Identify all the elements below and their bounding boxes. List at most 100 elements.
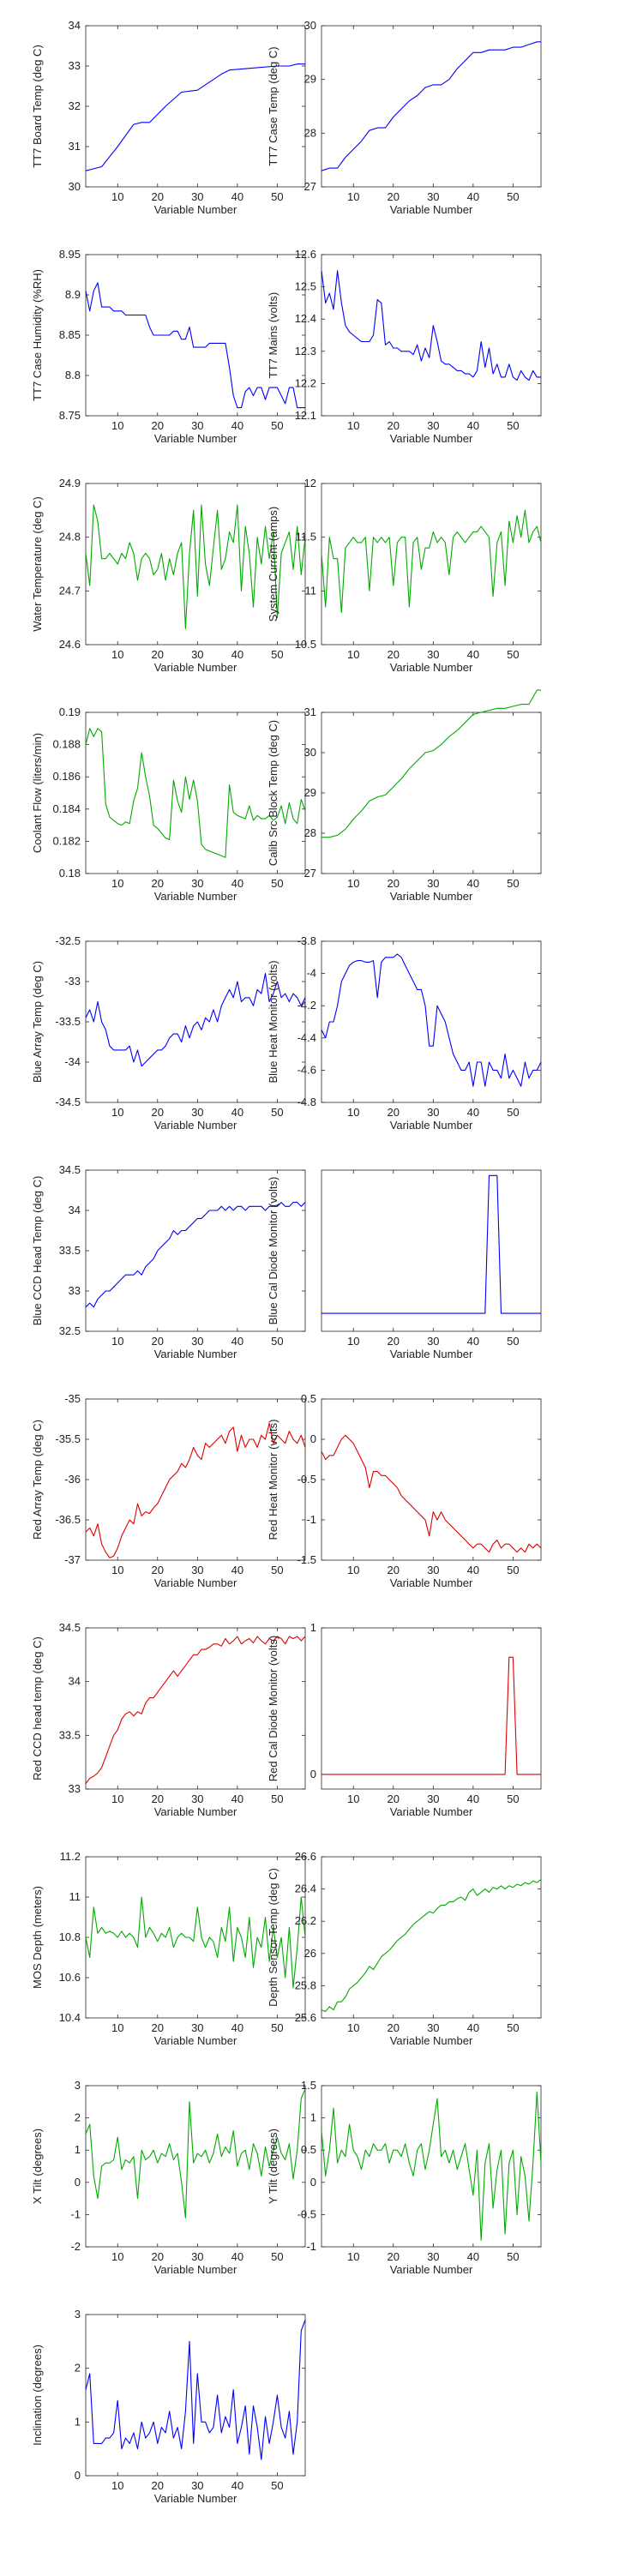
series-line xyxy=(321,509,542,613)
x-tick-label: 30 xyxy=(191,190,203,203)
chart-panel: -1.5 -1 -0.5 0 0.5 10 20 30 40 50 Variable Number R… xyxy=(267,1392,542,1589)
x-tick-label: 40 xyxy=(231,1564,243,1576)
x-tick-label: 30 xyxy=(427,1564,439,1576)
x-tick-label: 40 xyxy=(467,1106,479,1119)
y-tick-label: -0.5 xyxy=(297,2207,316,2220)
x-axis-label: Variable Number xyxy=(154,2034,237,2047)
x-tick-label: 50 xyxy=(507,877,519,890)
y-tick-label: -4.4 xyxy=(297,1031,316,1044)
y-tick-label: -33 xyxy=(64,975,81,988)
series-line xyxy=(85,1202,306,1308)
y-axis-label: Depth Sensor Temp (deg C) xyxy=(267,1868,279,2007)
x-tick-label: 50 xyxy=(507,190,519,203)
chart-panel: 12.1 12.2 12.3 12.4 12.5 12.6 10 20 30 40 50 Variab… xyxy=(267,248,542,445)
series-line xyxy=(85,973,306,1067)
y-tick-label: 31 xyxy=(304,706,316,718)
y-tick-label: 1.5 xyxy=(301,2079,316,2092)
y-axis-label: TT7 Board Temp (deg C) xyxy=(31,45,44,168)
y-tick-label: 8.9 xyxy=(65,288,81,301)
x-tick-label: 30 xyxy=(191,2250,203,2263)
series-line xyxy=(321,2091,542,2242)
x-tick-label: 20 xyxy=(152,190,164,203)
chart-panel: -4.8 -4.6 -4.4 -4.2 -4 -3.8 10 20 30 40 50 Variable… xyxy=(267,934,542,1132)
x-tick-label: 40 xyxy=(231,648,243,661)
x-axis-label: Variable Number xyxy=(390,203,473,216)
x-tick-label: 40 xyxy=(231,1792,243,1805)
x-axis-label: Variable Number xyxy=(390,2263,473,2276)
x-tick-label: 10 xyxy=(111,2250,123,2263)
x-tick-label: 10 xyxy=(347,2021,359,2034)
y-axis-label: Blue CCD Head Temp (deg C) xyxy=(31,1176,44,1326)
y-tick-label: 0.18 xyxy=(59,867,81,880)
series-line xyxy=(85,282,305,409)
x-tick-label: 40 xyxy=(467,2250,479,2263)
x-axis-label: Variable Number xyxy=(154,1805,237,1818)
y-tick-label: 1 xyxy=(310,2111,316,2124)
x-tick-label: 40 xyxy=(467,190,479,203)
x-tick-label: 10 xyxy=(111,1106,123,1119)
y-tick-label: 0.5 xyxy=(301,1392,316,1405)
y-tick-label: 11.2 xyxy=(60,1850,81,1863)
y-tick-label: 8.75 xyxy=(59,409,81,422)
x-tick-label: 30 xyxy=(191,1792,203,1805)
y-tick-label: -1 xyxy=(70,2207,81,2220)
y-tick-label: 0 xyxy=(310,1768,316,1780)
x-tick-label: 30 xyxy=(191,419,203,432)
y-tick-label: 12.4 xyxy=(295,312,316,325)
x-tick-label: 20 xyxy=(152,419,164,432)
x-tick-label: 20 xyxy=(152,1106,164,1119)
y-tick-label: 24.7 xyxy=(59,584,81,597)
y-tick-label: 34 xyxy=(69,19,81,32)
chart-panel: 30 31 32 33 34 10 20 30 40 50 Variable Number TT7 B… xyxy=(31,19,306,216)
y-tick-label: 25.6 xyxy=(295,2011,316,2024)
x-tick-label: 30 xyxy=(427,2250,439,2263)
x-tick-label: 40 xyxy=(231,1335,243,1348)
y-tick-label: 11.5 xyxy=(296,531,316,543)
y-tick-label: -1.5 xyxy=(297,1553,316,1566)
y-tick-label: 34.5 xyxy=(59,1163,81,1176)
x-axis-label: Variable Number xyxy=(390,1576,473,1589)
x-tick-label: 10 xyxy=(111,2021,123,2034)
x-axis-label: Variable Number xyxy=(390,432,473,445)
x-tick-label: 40 xyxy=(467,2021,479,2034)
x-tick-label: 10 xyxy=(111,1792,123,1805)
x-tick-label: 40 xyxy=(231,2479,243,2492)
plot-frame xyxy=(321,254,542,417)
series-line xyxy=(322,689,541,838)
x-tick-label: 30 xyxy=(191,648,203,661)
y-tick-label: 10.8 xyxy=(59,1930,81,1943)
x-axis-label: Variable Number xyxy=(154,661,237,674)
x-tick-label: 30 xyxy=(191,2021,203,2034)
y-tick-label: 0.186 xyxy=(52,770,81,783)
y-tick-label: 12.6 xyxy=(295,248,316,261)
x-tick-label: 20 xyxy=(152,2479,164,2492)
chart-panel: -1 -0.5 0 0.5 1 1.5 10 20 30 40 50 Variable Number Y… xyxy=(267,2079,542,2276)
x-tick-label: 30 xyxy=(427,648,439,661)
x-tick-label: 50 xyxy=(271,419,283,432)
x-axis-label: Variable Number xyxy=(154,2263,237,2276)
chart-panel: 32.5 33 33.5 34 34.5 10 20 30 40 50 Variable Numbe… xyxy=(31,1163,306,1360)
y-tick-label: 29 xyxy=(304,73,316,86)
series-line xyxy=(85,63,305,171)
series-line xyxy=(85,504,306,629)
x-tick-label: 40 xyxy=(231,419,243,432)
x-tick-label: 50 xyxy=(271,877,283,890)
x-tick-label: 40 xyxy=(467,419,479,432)
x-tick-label: 20 xyxy=(152,2021,164,2034)
x-tick-label: 20 xyxy=(388,877,400,890)
x-tick-label: 30 xyxy=(191,2479,203,2492)
x-tick-label: 30 xyxy=(191,1106,203,1119)
x-tick-label: 20 xyxy=(152,1564,164,1576)
y-tick-label: 33.5 xyxy=(59,1244,81,1257)
y-axis-label: TT7 Case Humidity (%RH) xyxy=(31,269,44,401)
y-tick-label: -1 xyxy=(306,1513,316,1526)
x-tick-label: 30 xyxy=(191,1335,203,1348)
x-tick-label: 50 xyxy=(271,2479,283,2492)
chart-panel: 27 28 29 30 31 10 20 30 40 50 Variable Number Calib… xyxy=(267,689,542,903)
y-tick-label: 34 xyxy=(69,1675,81,1688)
plot-frame xyxy=(321,940,542,1103)
y-tick-label: -34.5 xyxy=(55,1096,81,1108)
y-tick-label: 32.5 xyxy=(59,1324,81,1337)
x-tick-label: 20 xyxy=(152,877,164,890)
